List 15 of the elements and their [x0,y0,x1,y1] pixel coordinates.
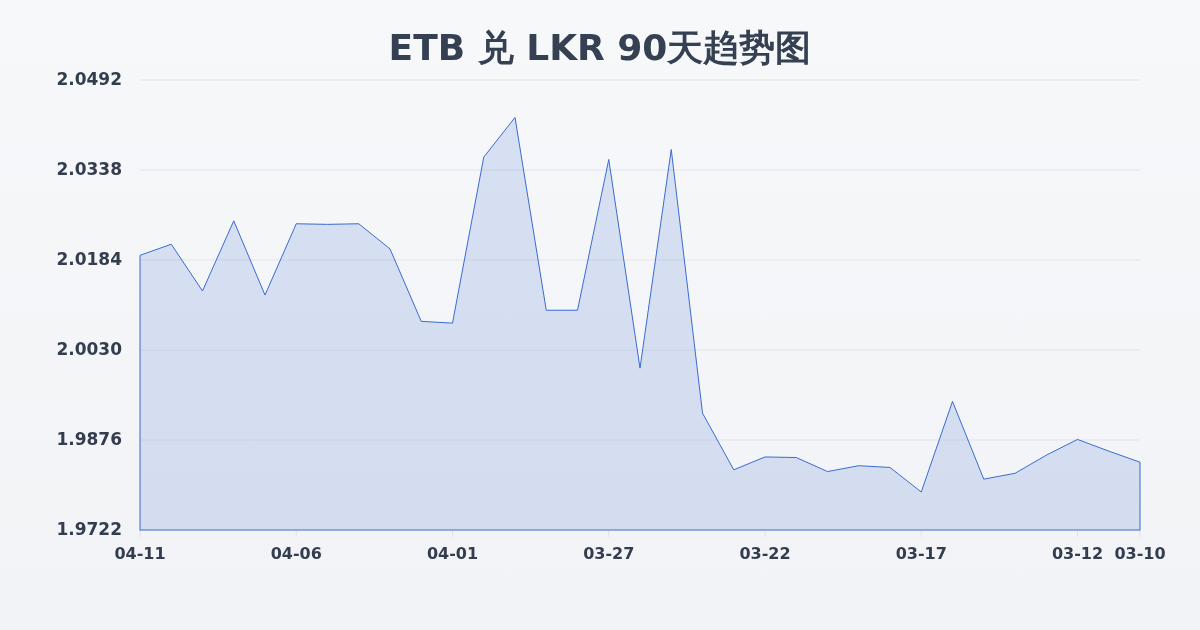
y-tick-label: 2.0030 [56,339,122,359]
x-tick-label: 03-22 [739,544,791,563]
x-tick-label: 03-27 [583,544,635,563]
x-tick-label: 03-12 [1051,544,1104,563]
title: ETB 兑 LKR 90天趋势图 [388,27,812,68]
y-tick-label: 1.9876 [56,429,122,449]
y-tick-label: 2.0338 [56,159,122,179]
x-tick-label: 03-10 [1114,544,1166,563]
x-tick-label: 03-17 [895,544,947,563]
y-tick-label: 2.0492 [56,69,122,89]
x-tick-label: 04-01 [426,544,479,563]
y-tick-label: 1.9722 [56,519,122,539]
x-tick-label: 04-11 [114,544,166,563]
y-tick-label: 2.0184 [56,249,122,269]
x-tick-label: 04-06 [270,544,322,563]
